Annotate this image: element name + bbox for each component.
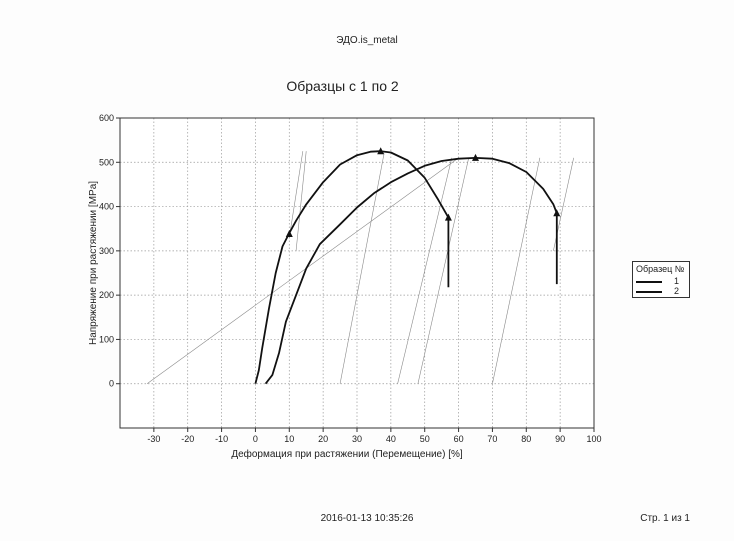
y-tick-label: 600 bbox=[99, 113, 114, 123]
series-line-1 bbox=[254, 150, 450, 384]
y-tick-label: 300 bbox=[99, 246, 114, 256]
reference-line bbox=[295, 151, 307, 251]
legend-swatch-2 bbox=[636, 291, 662, 293]
page-number: Стр. 1 из 1 bbox=[640, 513, 690, 524]
y-tick-label: 100 bbox=[99, 334, 114, 344]
x-tick-label: -10 bbox=[215, 434, 228, 444]
y-tick-label: 200 bbox=[99, 290, 114, 300]
x-tick-label: 80 bbox=[521, 434, 531, 444]
legend-swatch-1 bbox=[636, 281, 662, 283]
reference-line bbox=[146, 157, 459, 384]
series-line-2 bbox=[264, 157, 558, 385]
y-tick-label: 500 bbox=[99, 157, 114, 167]
x-tick-label: 100 bbox=[586, 434, 601, 444]
series-marker-2 bbox=[553, 209, 561, 217]
y-tick-label: 400 bbox=[99, 202, 114, 212]
x-tick-label: 60 bbox=[454, 434, 464, 444]
legend-title: Образец № bbox=[636, 264, 685, 274]
x-tick-label: 90 bbox=[555, 434, 565, 444]
series-marker-1 bbox=[444, 213, 452, 221]
x-tick-label: 40 bbox=[386, 434, 396, 444]
document-header: ЭДО.is_metal bbox=[336, 35, 398, 46]
print-timestamp: 2016-01-13 10:35:26 bbox=[320, 513, 414, 524]
x-tick-label: 70 bbox=[487, 434, 497, 444]
x-tick-label: 50 bbox=[420, 434, 430, 444]
legend-label-1: 1 bbox=[674, 276, 680, 286]
legend-entry-1: 1 bbox=[636, 276, 686, 286]
x-tick-label: 20 bbox=[318, 434, 328, 444]
legend-label-2: 2 bbox=[674, 286, 680, 296]
reference-line bbox=[417, 157, 470, 384]
y-axis-label: Напряжение при растяжении [MPa] bbox=[88, 181, 99, 345]
x-tick-label: 30 bbox=[352, 434, 362, 444]
series-marker-2 bbox=[472, 153, 479, 161]
x-tick-label: 0 bbox=[253, 434, 258, 444]
x-tick-label: -30 bbox=[147, 434, 160, 444]
y-tick-label: 0 bbox=[109, 379, 114, 389]
chart-legend: Образец № 1 2 bbox=[632, 261, 690, 298]
legend-entry-2: 2 bbox=[636, 286, 686, 296]
series-marker-1 bbox=[377, 147, 385, 155]
x-axis-label: Деформация при растяжении (Перемещение) … bbox=[231, 448, 463, 460]
x-tick-label: -20 bbox=[181, 434, 194, 444]
chart-title: Образцы с 1 по 2 bbox=[286, 78, 399, 94]
series-marker-1 bbox=[285, 230, 293, 238]
reference-line bbox=[397, 157, 453, 384]
reference-line bbox=[492, 157, 541, 384]
reference-line bbox=[288, 151, 304, 238]
x-tick-label: 10 bbox=[284, 434, 294, 444]
